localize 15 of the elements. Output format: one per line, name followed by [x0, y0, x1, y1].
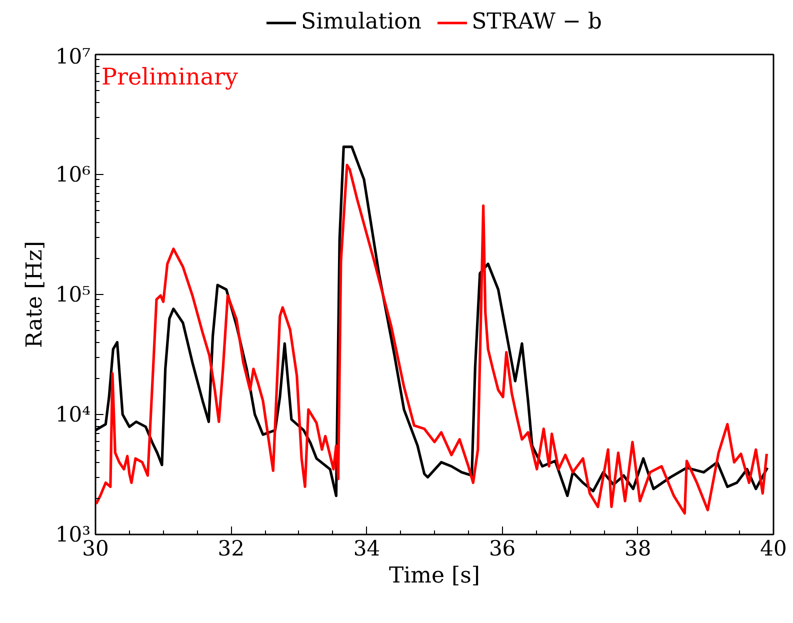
x-tick-label: 34 [353, 536, 380, 560]
x-tick-label: 38 [624, 536, 652, 560]
y-tick-label: 10⁴ [55, 402, 90, 426]
legend-label: Simulation [300, 10, 422, 34]
x-tick-label: 40 [760, 536, 787, 560]
y-axis-title: Rate [Hz] [22, 241, 48, 348]
annotation: Preliminary [102, 64, 238, 90]
x-tick-label: 36 [488, 536, 516, 560]
y-tick-label: 10⁶ [55, 162, 90, 186]
x-tick-label: 32 [218, 536, 244, 560]
legend-label: STRAW − b [472, 10, 602, 34]
x-axis-title: Time [s] [388, 564, 480, 588]
x-tick-label: 30 [82, 536, 109, 560]
y-tick-label: 10⁵ [55, 282, 90, 306]
y-tick-label: 10⁷ [55, 44, 90, 68]
